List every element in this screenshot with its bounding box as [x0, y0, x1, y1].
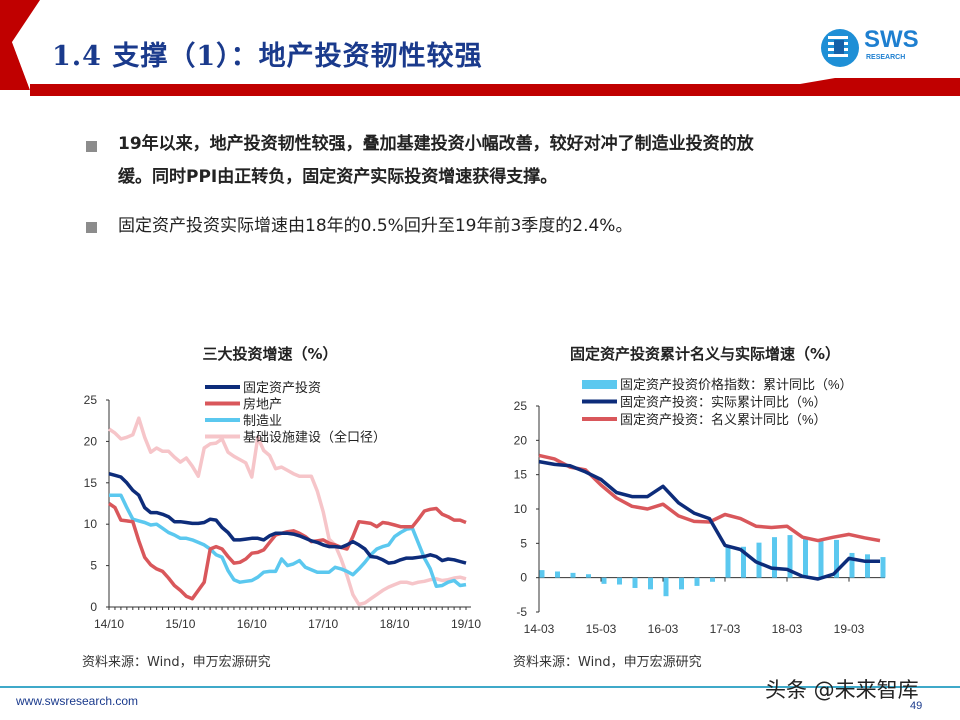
y-tick-label: 0 — [90, 600, 97, 614]
price-index-bar — [694, 577, 700, 586]
legend-swatch — [582, 380, 617, 389]
price-index-bar — [787, 535, 793, 578]
x-tick-label: 17-03 — [710, 622, 741, 636]
price-index-bar — [555, 571, 560, 578]
bullet-marker — [86, 222, 97, 233]
y-tick-label: 15 — [514, 468, 528, 482]
bullet-1-line-1: 19年以来，地产投资韧性较强，叠加基建投资小幅改善，较好对冲了制造业投资的放 — [118, 134, 754, 154]
price-index-bar — [803, 538, 808, 578]
x-tick-label: 16/10 — [237, 617, 267, 631]
price-index-bar — [632, 577, 638, 588]
footer-divider — [0, 686, 960, 688]
price-index-bar — [865, 554, 870, 578]
x-tick-label: 18/10 — [380, 617, 410, 631]
legend-label: 固定资产投资：名义累计同比（%） — [620, 412, 827, 427]
bullet-1-line-2: 缓。同时PPI由正转负，固定资产实际投资增速获得支撑。 — [118, 167, 558, 187]
logo-subtext: RESEARCH — [866, 54, 906, 61]
frame-bottom-red — [30, 78, 960, 96]
header-frame — [0, 0, 960, 96]
x-tick-label: 18-03 — [772, 622, 803, 636]
legend-label: 制造业 — [243, 413, 282, 428]
y-tick-label: 25 — [84, 393, 98, 407]
y-tick-label: 0 — [520, 571, 527, 585]
page-title: 1.4 支撑（1）：地产投资韧性较强 — [52, 41, 483, 72]
price-index-bar — [849, 552, 855, 578]
chart-2-title: 固定资产投资累计名义与实际增速（%） — [569, 345, 841, 363]
legend-label: 固定资产投资价格指数：累计同比（%） — [620, 377, 853, 392]
y-tick-label: -5 — [516, 605, 527, 619]
price-index-bar — [725, 545, 731, 578]
y-tick-label: 25 — [514, 399, 528, 413]
x-tick-label: 17/10 — [308, 617, 338, 631]
y-tick-label: 15 — [84, 476, 98, 490]
chart-1-title: 三大投资增速（%） — [202, 345, 338, 363]
series-line-2 — [538, 453, 881, 543]
legend-label: 基础设施建设（全口径） — [243, 430, 386, 445]
price-index-bar — [617, 577, 622, 585]
y-tick-label: 5 — [520, 536, 527, 550]
logo-text: SWS — [864, 26, 919, 53]
y-tick-label: 5 — [90, 559, 97, 573]
bullet-1: 19年以来，地产投资韧性较强，叠加基建投资小幅改善，较好对冲了制造业投资的放 缓… — [118, 128, 754, 194]
price-index-bar — [648, 577, 653, 590]
sws-logo: SWS RESEARCH — [820, 26, 940, 70]
y-tick-label: 20 — [514, 433, 528, 447]
y-tick-label: 10 — [514, 502, 528, 516]
price-index-bar — [679, 577, 684, 590]
series-line-3 — [108, 416, 467, 607]
legend-label: 房地产 — [243, 397, 282, 412]
legend-label: 固定资产投资：实际累计同比（%） — [620, 395, 827, 410]
x-tick-label: 16-03 — [648, 622, 679, 636]
bullet-2: 固定资产投资实际增速由18年的0.5%回升至19年前3季度的2.4%。 — [118, 216, 633, 236]
y-tick-label: 20 — [84, 434, 98, 448]
sws-logo-icon — [821, 29, 859, 67]
price-index-bar — [539, 570, 545, 578]
price-index-bar — [570, 572, 576, 578]
chart-2-source: 资料来源：Wind，申万宏源研究 — [513, 655, 702, 670]
x-tick-label: 19/10 — [451, 617, 481, 631]
price-index-bar — [741, 546, 746, 578]
chart-1-source: 资料来源：Wind，申万宏源研究 — [82, 655, 271, 670]
price-index-bar — [818, 539, 824, 578]
x-tick-label: 15-03 — [586, 622, 617, 636]
series-line-2 — [109, 493, 467, 589]
price-index-bar — [772, 537, 777, 578]
price-index-bar — [834, 539, 839, 578]
price-index-bar — [880, 557, 886, 578]
x-tick-label: 14/10 — [94, 617, 124, 631]
price-index-bar — [710, 577, 715, 582]
price-index-bar — [586, 574, 591, 578]
bullet-marker — [86, 141, 97, 152]
page-number: 49 — [910, 700, 923, 712]
x-tick-label: 19-03 — [834, 622, 865, 636]
footer-url[interactable]: www.swsresearch.com — [16, 694, 139, 708]
price-index-bar — [756, 542, 762, 578]
series-line-1 — [538, 459, 880, 581]
chart-2: -5 0 5 10 15 20 25 14-03 15-03 16-03 17-03 18-03 19-… — [514, 377, 886, 636]
y-tick-label: 10 — [84, 517, 98, 531]
series-line-0 — [108, 472, 467, 565]
price-index-bar — [663, 577, 669, 597]
frame-left-red — [0, 0, 40, 90]
x-tick-label: 15/10 — [165, 617, 195, 631]
legend-label: 固定资产投资 — [243, 380, 321, 395]
price-index-bar — [601, 577, 607, 584]
x-tick-label: 14-03 — [524, 622, 555, 636]
watermark: 头条 @未来智库 — [765, 678, 919, 702]
chart-1: 0 5 10 15 20 25 14/10 15/10 16/10 17/10 18/10 19/10… — [84, 380, 482, 631]
